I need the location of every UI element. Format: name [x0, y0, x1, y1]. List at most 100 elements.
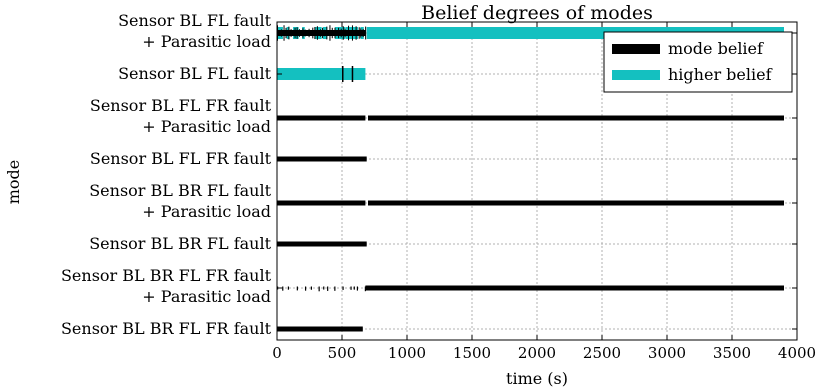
x-tick-label-3500: 3500 — [713, 344, 751, 362]
mode-label-5: Sensor BL BR FL fault — [89, 234, 271, 253]
tick-mark — [350, 286, 352, 290]
tick-mark — [298, 29, 300, 37]
mode-label-3: Sensor BL FL FR fault — [90, 149, 272, 168]
series-0-segment-6 — [368, 200, 784, 206]
legend: mode belief higher belief — [603, 31, 793, 93]
legend-label-mode-belief: mode belief — [668, 39, 764, 58]
tick-mark — [358, 27, 360, 39]
tick-mark — [351, 25, 353, 41]
tick-mark — [285, 27, 287, 39]
tick-mark — [287, 286, 290, 290]
tick-mark — [364, 286, 366, 292]
bar-mark — [368, 115, 784, 121]
tick-mark — [310, 286, 312, 290]
mode-label-2-line2: + Parasitic load — [142, 117, 271, 136]
series-0-segment-3 — [368, 115, 784, 121]
tick-mark — [355, 26, 357, 40]
tick-mark — [322, 27, 324, 39]
bar-mark — [277, 200, 366, 206]
x-tick-label-1500: 1500 — [453, 344, 491, 362]
tick-mark — [362, 28, 364, 38]
bar-mark — [368, 200, 784, 206]
bar-mark — [277, 241, 367, 247]
bar-mark — [277, 115, 366, 121]
mode-label-6-line1: Sensor BL BR FL FR fault — [61, 266, 272, 285]
tick-mark — [342, 286, 344, 290]
tick-mark — [308, 28, 310, 38]
series-0-segment-4 — [277, 156, 367, 162]
tick-mark — [296, 27, 298, 39]
legend-swatch-mode-belief — [612, 44, 660, 54]
bar-mark — [277, 30, 366, 36]
mode-label-4-line1: Sensor BL BR FL fault — [89, 181, 271, 200]
tick-mark — [334, 27, 336, 39]
tick-mark — [344, 28, 346, 38]
tick-mark — [331, 27, 333, 39]
x-tick-label-1000: 1000 — [388, 344, 426, 362]
mode-label-1: Sensor BL FL fault — [118, 64, 271, 83]
tick-mark — [338, 27, 340, 39]
mode-label-7: Sensor BL BR FL FR fault — [61, 319, 272, 338]
tick-mark — [316, 26, 318, 40]
mode-label-2-line1: Sensor BL FL FR fault — [90, 96, 272, 115]
bar-mark — [277, 326, 363, 332]
tick-mark — [282, 286, 284, 291]
series-0-segment-2 — [277, 115, 366, 121]
tick-mark — [296, 286, 298, 291]
mode-label-4-line2: + Parasitic load — [142, 202, 271, 221]
legend-label-higher-belief: higher belief — [668, 65, 773, 84]
series-0-segment-1 — [342, 66, 354, 82]
tick-mark — [288, 26, 290, 40]
chart-title: Belief degrees of modes — [421, 2, 653, 24]
tick-mark — [290, 29, 292, 37]
tick-mark — [312, 27, 314, 39]
x-tick-label-4000: 4000 — [778, 344, 816, 362]
tick-mark — [323, 286, 325, 290]
tick-mark — [283, 25, 285, 41]
bar-mark — [277, 156, 367, 162]
tick-mark — [342, 26, 344, 40]
series-0-segment-7 — [277, 241, 367, 247]
data-marks — [277, 25, 784, 332]
tick-mark — [329, 25, 331, 41]
tick-mark — [353, 286, 355, 290]
y-axis-label: mode — [4, 160, 23, 205]
tick-mark — [340, 28, 342, 38]
tick-mark — [351, 66, 354, 82]
tick-mark — [304, 29, 306, 37]
tick-mark — [348, 25, 350, 41]
tick-mark — [320, 29, 322, 37]
mode-label-6-line2: + Parasitic load — [142, 287, 271, 306]
tick-mark — [302, 28, 304, 38]
bar-mark — [365, 285, 784, 291]
mode-label-0-line2: + Parasitic load — [142, 32, 271, 51]
tick-mark — [314, 26, 316, 40]
series-0-segment-8 — [277, 286, 366, 292]
x-axis-label: time (s) — [506, 369, 568, 388]
x-tick-label-500: 500 — [328, 344, 357, 362]
tick-mark — [327, 286, 329, 291]
series-0-segment-5 — [277, 200, 366, 206]
mode-label-0-line1: Sensor BL FL fault — [118, 11, 271, 30]
legend-swatch-higher-belief — [612, 70, 660, 80]
tick-mark — [326, 26, 328, 40]
x-tick-label-2000: 2000 — [518, 344, 556, 362]
tick-mark — [342, 66, 344, 82]
tick-mark — [360, 28, 362, 38]
x-tick-label-3000: 3000 — [648, 344, 686, 362]
mode-labels: Sensor BL FL fault + Parasitic load Sensor… — [61, 11, 272, 338]
tick-mark — [334, 286, 336, 291]
tick-mark — [356, 286, 359, 291]
tick-mark — [318, 286, 320, 292]
tick-mark — [323, 29, 325, 37]
tick-mark — [304, 286, 307, 291]
x-tick-label-2500: 2500 — [583, 344, 621, 362]
series-0-segment-10 — [277, 326, 363, 332]
series-0-segment-9 — [365, 285, 784, 291]
tick-mark — [365, 26, 367, 40]
tick-mark — [294, 27, 296, 39]
axis-ticks: 0 500 1000 1500 2000 2500 3000 3500 4000 — [272, 22, 816, 362]
x-tick-label-0: 0 — [272, 344, 282, 362]
legend-box — [603, 31, 793, 93]
